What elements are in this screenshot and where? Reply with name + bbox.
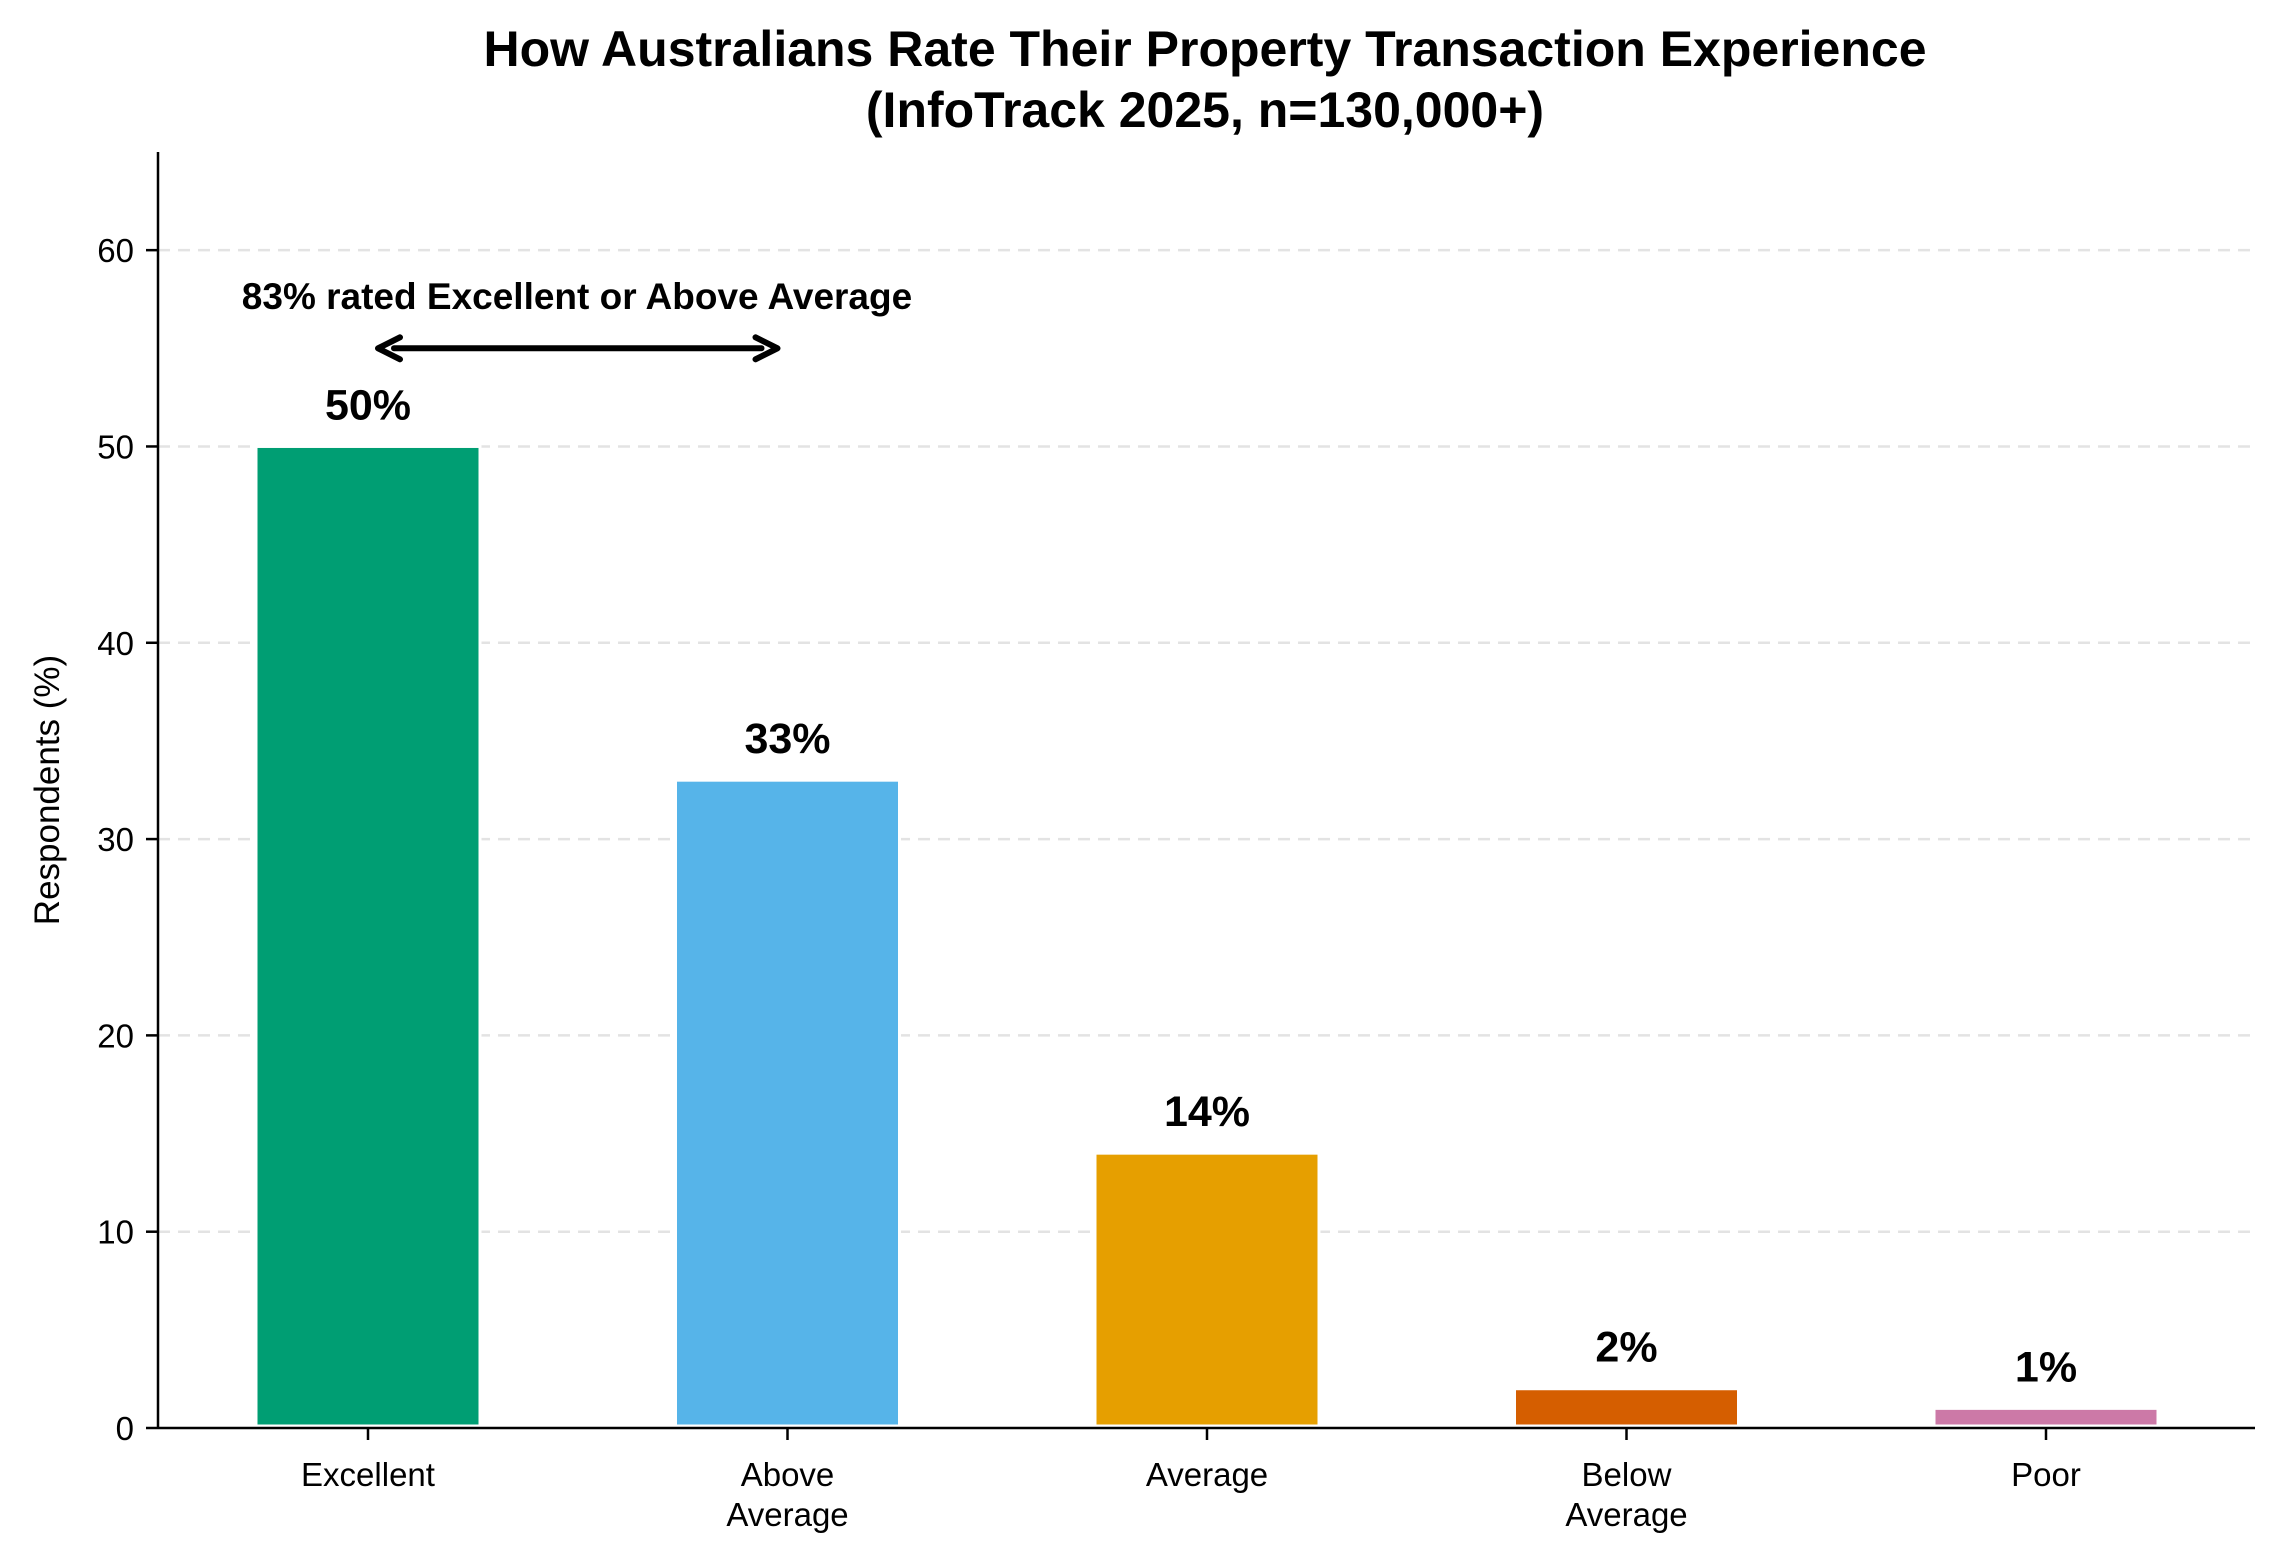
bars [254, 444, 2160, 1428]
grid-lines [158, 248, 2255, 1233]
annotation-arrow-left-head [375, 334, 403, 363]
y-tick-label: 10 [97, 1214, 134, 1251]
bar-value-label: 2% [1595, 1324, 1657, 1372]
x-tick-label: Average [1565, 1496, 1687, 1533]
value-labels: 50% 33% 14% 2% 1% [325, 381, 2077, 1391]
y-tick-label: 60 [97, 232, 134, 269]
bar-value-label: 1% [2015, 1343, 2077, 1391]
x-tick-label: Below [1582, 1456, 1672, 1493]
bar [1093, 1151, 1321, 1428]
bar-value-label: 33% [744, 715, 830, 763]
x-tick-label: Excellent [301, 1456, 435, 1493]
x-tick-label: Average [1146, 1456, 1268, 1493]
bar [674, 778, 901, 1428]
bar-value-label: 14% [1164, 1088, 1250, 1136]
y-tick-label: 0 [116, 1410, 134, 1447]
bar-value-label: 50% [325, 381, 411, 429]
y-tick-label: 30 [97, 821, 134, 858]
chart-title: How Australians Rate Their Property Tran… [483, 21, 1926, 77]
y-axis-title: Respondents (%) [28, 655, 67, 925]
bar [1932, 1406, 2160, 1428]
x-tick-label: Poor [2011, 1456, 2081, 1493]
bar [1513, 1387, 1740, 1428]
x-tick-label: Above [741, 1456, 835, 1493]
x-tick-label: Average [726, 1496, 848, 1533]
annotation-text: 83% rated Excellent or Above Average [242, 276, 912, 317]
y-tick-label: 40 [97, 625, 134, 662]
bar [254, 444, 482, 1428]
annotation-arrow-right-head [752, 334, 781, 363]
y-ticks: 0 10 20 30 40 50 60 [97, 232, 158, 1447]
annotation: 83% rated Excellent or Above Average [242, 276, 912, 363]
y-tick-label: 50 [97, 428, 134, 465]
chart-subtitle: (InfoTrack 2025, n=130,000+) [866, 82, 1544, 138]
y-tick-label: 20 [97, 1017, 134, 1054]
